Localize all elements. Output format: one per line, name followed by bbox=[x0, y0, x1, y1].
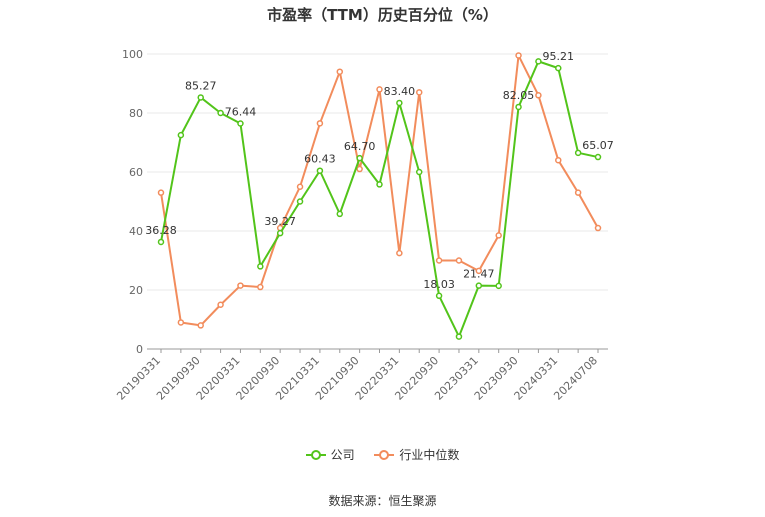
data-point-company bbox=[257, 263, 264, 270]
data-point-industry-median bbox=[336, 68, 344, 75]
data-label: 83.40 bbox=[384, 85, 416, 98]
y-tick-label: 0 bbox=[136, 343, 143, 356]
data-label: 65.07 bbox=[582, 139, 614, 152]
data-point-industry-median bbox=[197, 322, 204, 329]
data-point-company bbox=[594, 153, 602, 161]
data-point-company bbox=[376, 181, 383, 188]
data-point-industry-median bbox=[455, 257, 463, 264]
data-point-company bbox=[296, 198, 304, 205]
data-label: 18.03 bbox=[423, 278, 455, 291]
legend-item-industry-median[interactable]: 行业中位数 bbox=[374, 446, 459, 463]
data-label: 21.47 bbox=[463, 268, 495, 281]
data-point-company bbox=[455, 333, 463, 340]
data-point-industry-median bbox=[535, 92, 542, 99]
data-point-industry-median bbox=[376, 86, 383, 93]
data-point-company bbox=[574, 149, 582, 157]
y-tick-label: 20 bbox=[129, 284, 143, 297]
data-labels: 36.28 85.27 76.44 39.27 60.43 64.70 83.40 18.03… bbox=[145, 50, 614, 291]
data-point-industry-median bbox=[356, 165, 363, 173]
data-point-industry-median bbox=[415, 89, 423, 96]
data-point-company bbox=[555, 64, 562, 72]
data-point-industry-median bbox=[296, 183, 304, 190]
data-point-company bbox=[396, 99, 403, 107]
data-point-industry-median bbox=[237, 282, 244, 289]
data-point-company bbox=[336, 210, 344, 218]
data-label: 64.70 bbox=[344, 140, 376, 153]
y-tick-label: 100 bbox=[122, 48, 143, 61]
legend-swatch-industry-median bbox=[374, 449, 395, 460]
data-label: 95.21 bbox=[543, 50, 575, 63]
data-point-industry-median bbox=[435, 257, 443, 264]
data-point-company bbox=[475, 282, 483, 289]
y-tick-label: 40 bbox=[129, 225, 143, 238]
data-source: 数据来源：恒生聚源 bbox=[328, 494, 437, 508]
y-axis: 0 20 40 60 80 100 bbox=[122, 48, 143, 356]
data-point-industry-median bbox=[574, 189, 582, 196]
y-tick-label: 60 bbox=[129, 166, 143, 179]
legend-label-company: 公司 bbox=[330, 448, 355, 462]
data-point-industry-median bbox=[495, 232, 502, 239]
data-point-company bbox=[177, 131, 185, 139]
data-point-company bbox=[495, 282, 502, 290]
data-label: 39.27 bbox=[264, 215, 296, 228]
data-point-company bbox=[276, 229, 284, 237]
data-point-industry-median bbox=[316, 120, 324, 127]
x-axis: 2019033120190930202003312020093020210331… bbox=[114, 348, 608, 403]
data-point-company bbox=[515, 103, 522, 111]
data-point-company bbox=[435, 292, 443, 300]
data-label: 76.44 bbox=[225, 106, 257, 119]
series-line-company bbox=[160, 60, 599, 338]
series-group bbox=[157, 52, 602, 340]
data-point-industry-median bbox=[515, 52, 522, 59]
data-point-company bbox=[217, 109, 224, 117]
data-point-company bbox=[415, 168, 423, 176]
data-point-industry-median bbox=[594, 224, 602, 232]
data-point-industry-median bbox=[257, 283, 264, 291]
data-point-industry-median bbox=[217, 301, 224, 308]
legend-swatch-company bbox=[305, 449, 326, 460]
data-point-industry-median bbox=[555, 156, 562, 164]
gridlines bbox=[147, 53, 608, 291]
data-point-company bbox=[316, 167, 324, 174]
y-tick-label: 80 bbox=[129, 107, 143, 120]
data-point-company bbox=[237, 120, 244, 127]
data-point-company bbox=[356, 154, 363, 162]
data-point-company bbox=[535, 58, 542, 65]
data-label: 36.28 bbox=[145, 224, 177, 237]
x-tick-label: 20240708 bbox=[551, 354, 600, 403]
data-point-industry-median bbox=[396, 249, 403, 257]
legend-label-industry-median: 行业中位数 bbox=[399, 448, 460, 462]
chart-title: 市盈率（TTM）历史百分位（%） bbox=[267, 6, 498, 24]
data-point-company bbox=[157, 238, 165, 246]
data-point-industry-median bbox=[475, 267, 483, 275]
legend: 公司 行业中位数 bbox=[0, 446, 765, 463]
data-label: 60.43 bbox=[304, 153, 336, 166]
data-label: 82.05 bbox=[503, 89, 535, 102]
legend-item-company[interactable]: 公司 bbox=[305, 446, 355, 463]
data-point-industry-median bbox=[157, 189, 165, 196]
data-label: 85.27 bbox=[185, 79, 217, 92]
data-point-industry-median bbox=[177, 319, 185, 326]
data-point-company bbox=[197, 94, 204, 101]
